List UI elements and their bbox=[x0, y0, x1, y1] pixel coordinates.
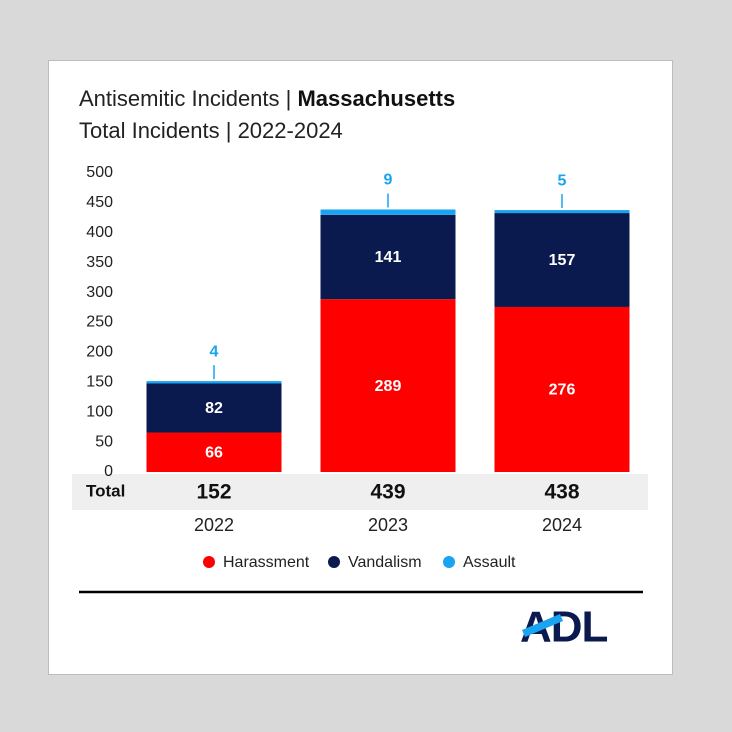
bar-segment bbox=[320, 214, 456, 300]
chart-subtitle: Total Incidents | 2022-2024 bbox=[79, 118, 343, 143]
data-label: 157 bbox=[549, 252, 576, 269]
title-bold: Massachusetts bbox=[297, 86, 455, 111]
legend-marker bbox=[443, 556, 455, 568]
legend-label: Vandalism bbox=[348, 554, 422, 571]
y-tick-label: 0 bbox=[104, 463, 113, 480]
bar-segment bbox=[146, 432, 282, 472]
bar-segment bbox=[146, 383, 282, 433]
data-label: 4 bbox=[210, 343, 219, 360]
legend-label: Assault bbox=[463, 554, 516, 571]
bar-segment bbox=[494, 213, 630, 307]
totals-band bbox=[72, 474, 648, 510]
y-tick-label: 150 bbox=[86, 374, 113, 391]
bar-segment bbox=[494, 306, 630, 472]
y-tick-label: 300 bbox=[86, 284, 113, 301]
data-label: 9 bbox=[384, 172, 393, 189]
legend-label: Harassment bbox=[223, 554, 310, 571]
x-tick-label: 2023 bbox=[368, 515, 408, 535]
y-tick-label: 350 bbox=[86, 254, 113, 271]
x-tick-label: 2022 bbox=[194, 515, 234, 535]
bar-segment bbox=[146, 381, 282, 384]
data-label: 289 bbox=[375, 378, 402, 395]
logo-slash bbox=[522, 614, 563, 637]
data-label: 141 bbox=[375, 249, 402, 266]
data-label: 5 bbox=[558, 172, 567, 189]
total-value: 439 bbox=[370, 481, 405, 504]
total-value: 152 bbox=[196, 481, 231, 504]
y-tick-label: 50 bbox=[95, 433, 113, 450]
y-tick-label: 450 bbox=[86, 194, 113, 211]
chart-title: Antisemitic Incidents | Massachusetts bbox=[79, 86, 455, 111]
data-label: 276 bbox=[549, 382, 576, 399]
y-tick-label: 100 bbox=[86, 403, 113, 420]
bar-segment bbox=[320, 299, 456, 472]
title-text: Antisemitic Incidents | bbox=[79, 86, 291, 111]
data-label: 66 bbox=[205, 444, 223, 461]
logo: ADL bbox=[520, 603, 609, 652]
legend-marker bbox=[328, 556, 340, 568]
bar-segment bbox=[320, 209, 456, 215]
y-tick-label: 400 bbox=[86, 224, 113, 241]
total-value: 438 bbox=[544, 481, 579, 504]
x-tick-label: 2024 bbox=[542, 515, 582, 535]
y-tick-label: 500 bbox=[86, 164, 113, 181]
y-tick-label: 200 bbox=[86, 344, 113, 361]
y-tick-label: 250 bbox=[86, 314, 113, 331]
data-label: 82 bbox=[205, 400, 223, 417]
bar-segment bbox=[494, 210, 630, 214]
legend-marker bbox=[203, 556, 215, 568]
total-label: Total bbox=[86, 481, 125, 500]
